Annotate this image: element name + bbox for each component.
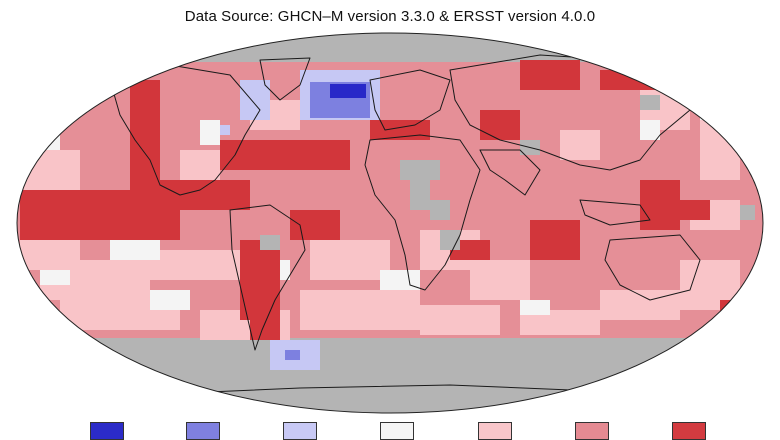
- antarctic-no-data: [17, 338, 763, 413]
- map-cells-layer: [17, 33, 763, 413]
- legend-swatch: [672, 422, 706, 440]
- labrador-cool-cell: [220, 125, 230, 135]
- south-asia-outline: [479, 149, 541, 196]
- neutral-cell: [20, 120, 60, 150]
- australia-outline: [604, 234, 701, 301]
- strong-warm-cell: [530, 220, 580, 260]
- strong-warm-cell: [680, 200, 710, 220]
- indonesia-outline: [579, 199, 651, 226]
- south-america-cool-core: [285, 350, 300, 360]
- strong-warm-cell: [480, 110, 520, 140]
- south-america-outline: [229, 204, 306, 351]
- light-warm-cell: [180, 150, 220, 180]
- inland-no-data: [640, 95, 660, 110]
- neutral-cell: [380, 270, 420, 290]
- north-america-outline: [109, 64, 261, 196]
- strong-warm-cell: [250, 290, 280, 340]
- strong-warm-cell: [640, 180, 680, 230]
- neutral-cell: [640, 120, 660, 140]
- neutral-cell: [150, 290, 190, 310]
- africa-outline: [364, 134, 481, 291]
- strong-warm-cell: [290, 210, 340, 240]
- neutral-cell: [700, 100, 730, 120]
- light-warm-cell: [470, 260, 530, 300]
- light-warm-cell: [680, 260, 740, 310]
- neutral-cell: [110, 240, 160, 260]
- light-warm-cell: [300, 290, 420, 330]
- greenland-cool-cell: [240, 80, 270, 120]
- inland-no-data: [260, 235, 280, 250]
- arctic-no-data: [17, 33, 763, 62]
- legend-swatch: [90, 422, 124, 440]
- inland-no-data: [740, 205, 755, 220]
- strong-warm-cell: [260, 140, 350, 170]
- inland-no-data: [400, 160, 440, 180]
- light-warm-cell: [20, 240, 80, 270]
- light-warm-cell: [420, 305, 500, 335]
- neutral-cell: [200, 120, 220, 145]
- strong-warm-cell: [720, 300, 750, 330]
- strong-warm-cell: [20, 190, 130, 240]
- legend-swatch: [478, 422, 512, 440]
- light-warm-cell: [560, 130, 600, 160]
- greenland-outline: [259, 57, 311, 101]
- data-source-subtitle: Data Source: GHCN–M version 3.3.0 & ERSS…: [184, 8, 596, 25]
- legend-swatch: [283, 422, 317, 440]
- neutral-cell: [40, 270, 70, 285]
- light-warm-cell: [310, 240, 390, 280]
- inland-no-data: [430, 200, 450, 220]
- light-warm-cell: [20, 150, 80, 190]
- legend-swatch: [380, 422, 414, 440]
- neutral-cell: [520, 300, 550, 315]
- legend-swatch: [575, 422, 609, 440]
- globe-outline: [16, 32, 764, 414]
- europe-outline: [369, 69, 451, 131]
- legend-swatch: [186, 422, 220, 440]
- world-map: [16, 32, 764, 414]
- strong-warm-cell: [120, 200, 180, 240]
- color-legend: [0, 422, 780, 440]
- north-atlantic-strong-cool: [330, 84, 366, 98]
- inland-no-data: [410, 180, 430, 210]
- strong-warm-cell: [520, 60, 580, 90]
